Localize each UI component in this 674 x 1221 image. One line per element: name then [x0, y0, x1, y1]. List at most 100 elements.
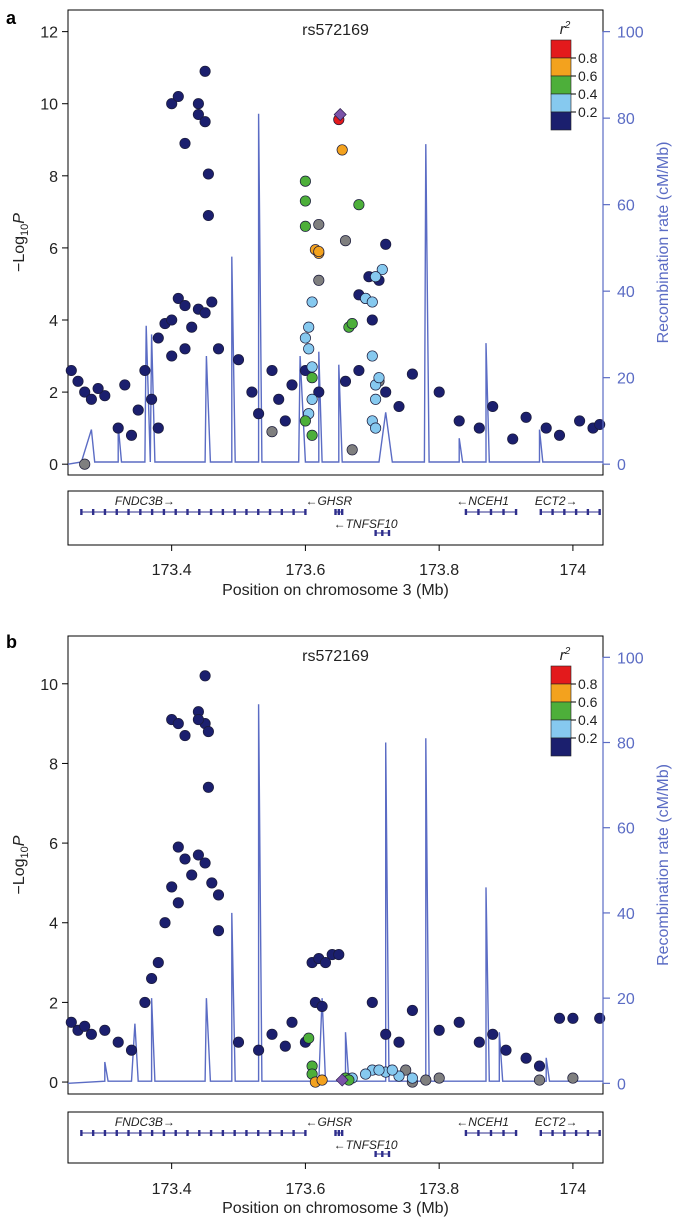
- gene-exon: [221, 1130, 225, 1136]
- snp-point: [553, 429, 566, 441]
- snp-point: [313, 274, 325, 286]
- gene-exon: [198, 509, 201, 515]
- gene-exon: [103, 509, 107, 515]
- snp-point: [299, 220, 311, 232]
- snp-point: [380, 386, 392, 398]
- x-tick-label: 173.6: [285, 1181, 325, 1198]
- gene-exon: [174, 509, 177, 515]
- snp-point: [146, 972, 158, 985]
- y2-axis-label: Recombination rate (cM/Mb): [655, 142, 672, 344]
- legend-label: 0.2: [578, 104, 598, 120]
- legend-swatch: [550, 111, 572, 131]
- y-tick-label: 8: [49, 169, 58, 186]
- snp-point: [166, 314, 178, 326]
- panel-b-label: b: [6, 632, 17, 652]
- y-tick-label: 6: [49, 241, 58, 258]
- legend-swatch: [550, 39, 572, 59]
- gene-exon: [586, 509, 590, 515]
- snp-point: [567, 1012, 579, 1024]
- plot-frame: [67, 635, 604, 1095]
- y2-tick-label: 20: [617, 371, 635, 388]
- snp-point: [487, 1028, 499, 1040]
- snp-point: [166, 350, 178, 362]
- snp-point: [373, 372, 385, 384]
- snp-point: [433, 1072, 445, 1084]
- gene-exon: [257, 1130, 260, 1136]
- gene-exon: [268, 1130, 272, 1136]
- y-tick-label: 4: [49, 313, 58, 330]
- snp-point: [574, 415, 586, 427]
- snp-point: [279, 415, 291, 427]
- y2-tick-label: 100: [617, 650, 644, 667]
- snp-point: [279, 1040, 291, 1052]
- snp-point: [266, 364, 278, 377]
- snp-point: [179, 853, 191, 865]
- y-tick-label: 0: [49, 1075, 58, 1092]
- snp-point: [199, 670, 211, 682]
- snp-point: [125, 1044, 138, 1056]
- gene-exon: [80, 509, 83, 515]
- snp-point: [132, 404, 144, 416]
- snp-point: [79, 1020, 91, 1032]
- legend-label: 0.6: [578, 68, 598, 84]
- gene-exon: [174, 1130, 177, 1136]
- gene-exon: [340, 1130, 344, 1136]
- snp-point: [192, 714, 204, 726]
- legend-swatch: [550, 683, 572, 703]
- legend-title-r: r: [560, 21, 566, 38]
- snp-point: [393, 400, 405, 413]
- snp-point: [306, 372, 318, 384]
- snp-point: [192, 849, 204, 861]
- gene-exon: [381, 1151, 384, 1157]
- gene-exon: [186, 1130, 189, 1136]
- y-tick-label: 6: [49, 836, 58, 853]
- snp-point: [202, 168, 214, 180]
- gene-exon: [209, 1130, 213, 1136]
- gene-exon: [563, 1130, 566, 1136]
- gene-label: ←NCEH1: [456, 1115, 509, 1129]
- legend-swatch: [550, 93, 572, 113]
- y2-tick-label: 0: [617, 1076, 626, 1093]
- gene-exon: [162, 1130, 166, 1136]
- gene-label: ←GHSR: [305, 1115, 352, 1129]
- gene-exon: [198, 1130, 201, 1136]
- snp-point: [125, 429, 138, 441]
- legend-swatch: [550, 75, 572, 95]
- gene-exon: [598, 1130, 601, 1136]
- snp-point: [406, 368, 418, 380]
- snp-point: [370, 271, 382, 283]
- snp-point: [179, 300, 191, 312]
- gene-exon: [387, 1151, 391, 1157]
- snp-point: [380, 1028, 392, 1040]
- legend-title: r2: [560, 646, 571, 664]
- legend-swatch: [550, 719, 572, 739]
- snp-point: [303, 343, 315, 355]
- snp-point: [266, 1028, 278, 1040]
- snp-point: [246, 386, 258, 398]
- legend-title-r: r: [560, 647, 566, 664]
- y-tick-label: 4: [49, 916, 58, 933]
- gene-exon: [598, 509, 601, 515]
- snp-point: [313, 245, 325, 258]
- y2-tick-label: 0: [617, 457, 626, 474]
- gene-exon: [574, 509, 578, 515]
- legend-label: 0.4: [578, 712, 598, 728]
- snp-point: [370, 422, 382, 434]
- snp-point: [65, 1016, 77, 1028]
- legend-label: 0.8: [578, 50, 598, 66]
- gene-exon: [115, 509, 118, 515]
- snp-point: [333, 949, 345, 961]
- gene-exon: [162, 509, 166, 515]
- snp-point: [346, 444, 358, 456]
- snp-point: [199, 116, 211, 128]
- snp-point: [386, 1064, 398, 1076]
- y2-tick-label: 100: [617, 25, 644, 42]
- snp-point: [453, 415, 465, 427]
- gene-exon: [221, 509, 225, 515]
- snp-point: [186, 321, 198, 333]
- x-tick-label: 173.4: [152, 1181, 192, 1198]
- snp-point: [316, 1000, 328, 1012]
- snp-point: [172, 841, 184, 853]
- legend-label: 0.6: [578, 694, 598, 710]
